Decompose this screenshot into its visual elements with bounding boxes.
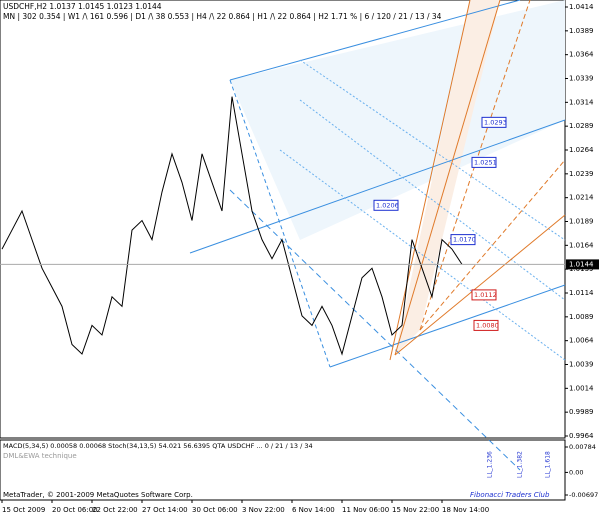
level-label: 1.0206: [376, 201, 399, 209]
y-tick-label: 1.0339: [569, 75, 594, 83]
x-tick-label: 11 Nov 06:00: [342, 506, 389, 514]
last-price-box: [566, 259, 599, 270]
indicator-tick-label: 0.00784: [569, 443, 596, 451]
y-tick-label: 1.0264: [569, 146, 594, 154]
fib-label: LL_1.236: [487, 451, 494, 478]
x-tick-label: 15 Oct 2009: [2, 506, 45, 514]
y-tick-label: 1.0089: [569, 313, 594, 321]
indicator-title: MACD(5,34,5) 0.00058 0.00068 Stoch(34,13…: [3, 442, 313, 450]
level-label: 1.0251: [474, 158, 497, 166]
level-label: 1.0293: [484, 118, 507, 126]
y-tick-label: 1.0114: [569, 289, 594, 297]
level-box: [373, 199, 399, 211]
x-tick-label: 20 Oct 06:00: [52, 506, 98, 514]
y-tick-label: 0.9964: [569, 432, 594, 440]
indicator-subtitle: DML&EWA technique: [3, 452, 77, 460]
indicator-pane: [0, 439, 566, 501]
footer: MetaTrader, © 2001-2009 MetaQuotes Softw…: [3, 491, 193, 499]
level-box: [471, 289, 497, 301]
level-label: 1.0080: [476, 321, 499, 329]
y-tick-label: 1.0364: [569, 51, 594, 59]
price-line: [1, 96, 463, 356]
x-tick-label: 22 Oct 22:00: [92, 506, 138, 514]
y-tick-label: 1.0214: [569, 194, 594, 202]
level-label: 1.0170: [453, 236, 476, 244]
x-tick-label: 3 Nov 22:00: [242, 506, 285, 514]
y-tick-label: 0.9989: [569, 408, 594, 416]
last-price-label: 1.0144: [569, 260, 594, 268]
chart-title: USDCHF,H2 1.0137 1.0145 1.0123 1.0144: [3, 2, 162, 11]
y-tick-label: 1.0414: [569, 3, 594, 11]
level-box: [471, 156, 497, 168]
level-box: [473, 319, 499, 331]
chart-subtitle: MN | 302 0.354 | W1 /\ 161 0.596 | D1 /\…: [3, 12, 442, 21]
y-tick-label: 1.0039: [569, 361, 594, 369]
indicator-tick-label: -0.00697: [569, 491, 598, 499]
x-tick-label: 18 Nov 14:00: [442, 506, 489, 514]
y-tick-label: 1.0239: [569, 170, 594, 178]
level-box: [481, 116, 507, 128]
indicator-tick-label: 0.00: [569, 468, 583, 476]
y-tick-label: 1.0164: [569, 241, 594, 249]
y-tick-label: 1.0014: [569, 384, 594, 392]
brand: Fibonacci Traders Club: [470, 491, 550, 499]
x-tick-label: 30 Oct 06:00: [192, 506, 238, 514]
y-tick-label: 1.0189: [569, 218, 594, 226]
y-tick-label: 1.0389: [569, 27, 594, 35]
level-label: 1.0112: [474, 291, 497, 299]
y-tick-label: 1.0289: [569, 122, 594, 130]
x-tick-label: 27 Oct 14:00: [142, 506, 188, 514]
x-tick-label: 15 Nov 22:00: [392, 506, 439, 514]
fib-label: LL_1.618: [545, 451, 552, 478]
x-tick-label: 6 Nov 14:00: [292, 506, 335, 514]
y-tick-label: 1.0064: [569, 337, 594, 345]
fib-label: LL_1.382: [517, 451, 524, 478]
y-tick-label: 1.0314: [569, 98, 594, 106]
level-box: [450, 234, 476, 246]
